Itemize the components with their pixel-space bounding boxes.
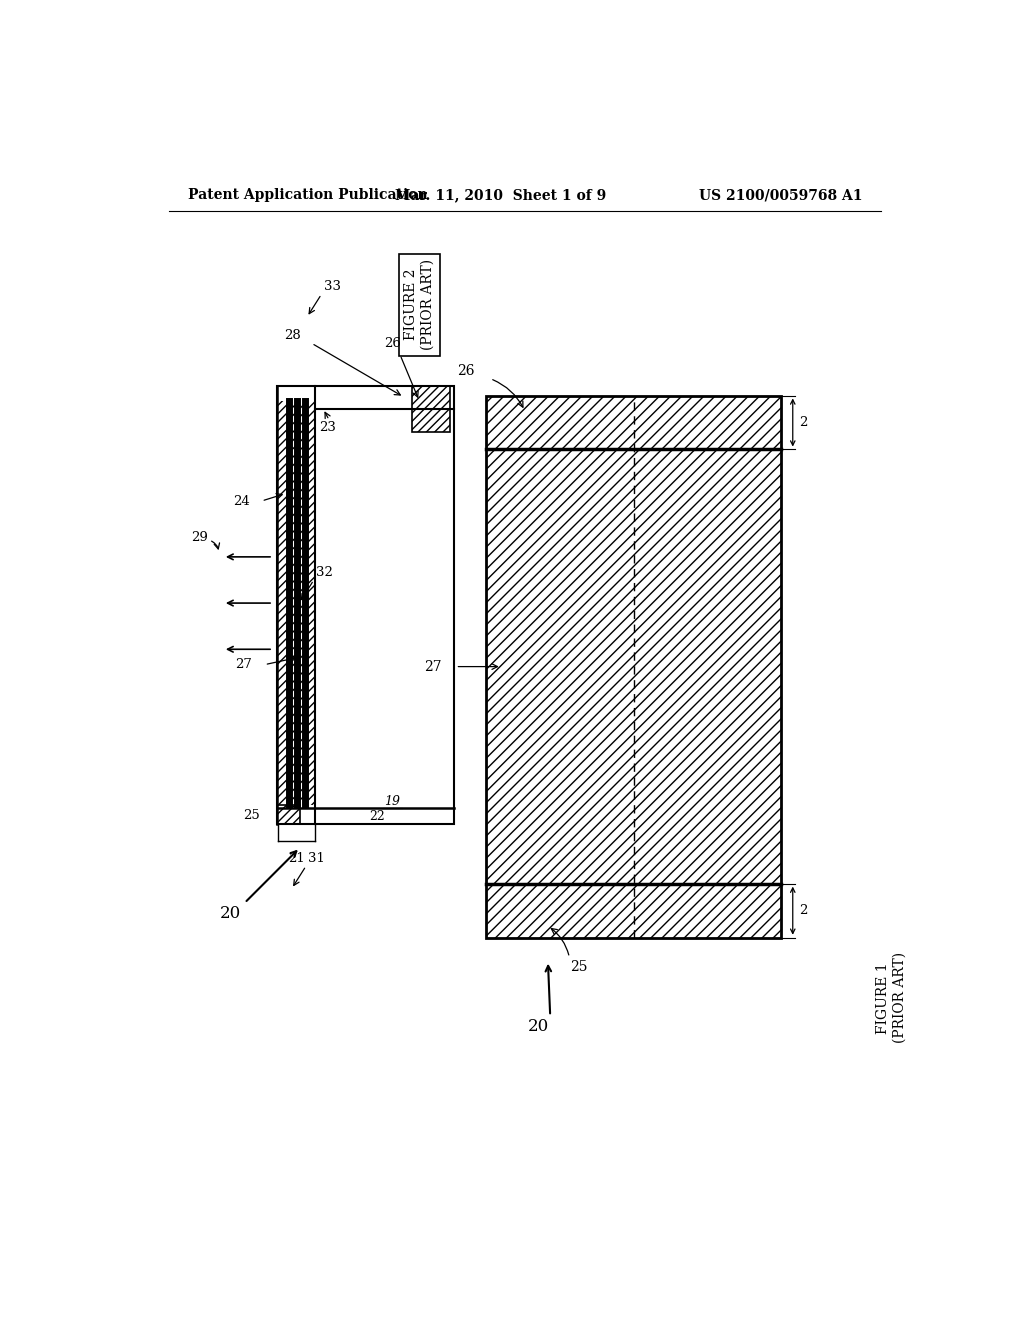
- Text: 25: 25: [243, 809, 260, 822]
- Text: 26: 26: [458, 364, 475, 378]
- Text: US 2100/0059768 A1: US 2100/0059768 A1: [698, 189, 862, 202]
- Text: 26: 26: [384, 337, 400, 350]
- Bar: [276, 385, 454, 825]
- Text: 33: 33: [324, 280, 341, 293]
- Text: 2: 2: [799, 904, 807, 917]
- Bar: [486, 396, 781, 937]
- Bar: [278, 401, 314, 805]
- Text: 27: 27: [236, 659, 252, 671]
- Text: 22: 22: [369, 810, 385, 824]
- Text: 27: 27: [424, 660, 441, 673]
- Text: FIGURE 2
(PRIOR ART): FIGURE 2 (PRIOR ART): [404, 259, 434, 350]
- Bar: [412, 385, 451, 432]
- Text: 25: 25: [570, 960, 588, 974]
- Text: 21: 21: [288, 853, 305, 865]
- Text: Patent Application Publication: Patent Application Publication: [188, 189, 428, 202]
- Text: 29: 29: [190, 531, 208, 544]
- Text: 32: 32: [316, 566, 333, 578]
- Text: 20: 20: [220, 904, 242, 921]
- Text: 23: 23: [319, 421, 336, 434]
- Text: 24: 24: [233, 495, 250, 508]
- Text: 20: 20: [528, 1018, 549, 1035]
- Text: 19: 19: [384, 795, 400, 808]
- Bar: [486, 884, 781, 937]
- Text: 31: 31: [308, 851, 326, 865]
- Bar: [486, 396, 781, 449]
- Text: 28: 28: [285, 329, 301, 342]
- Text: Mar. 11, 2010  Sheet 1 of 9: Mar. 11, 2010 Sheet 1 of 9: [394, 189, 606, 202]
- Text: 2: 2: [799, 416, 807, 429]
- Text: FIGURE 1
(PRIOR ART): FIGURE 1 (PRIOR ART): [877, 952, 906, 1043]
- Bar: [276, 805, 300, 825]
- Bar: [486, 449, 781, 884]
